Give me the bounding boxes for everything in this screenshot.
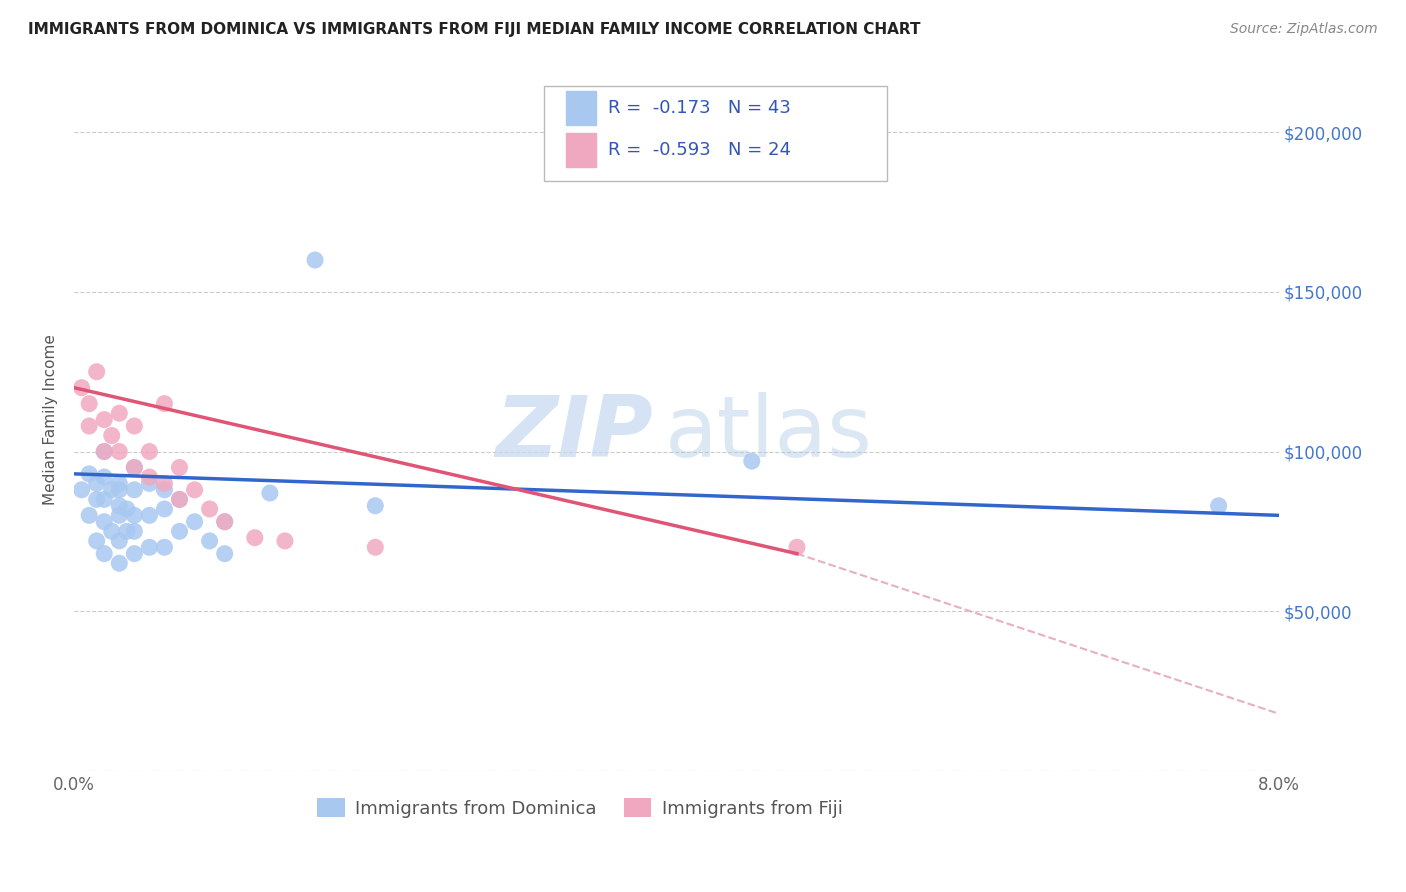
Text: R =  -0.593   N = 24: R = -0.593 N = 24	[607, 141, 790, 159]
Point	[108, 476, 131, 491]
Point	[108, 533, 131, 548]
Point	[304, 253, 326, 268]
Legend: Immigrants from Dominica, Immigrants from Fiji: Immigrants from Dominica, Immigrants fro…	[311, 791, 851, 825]
Point	[115, 502, 138, 516]
Point	[124, 460, 146, 475]
Point	[138, 541, 160, 555]
Point	[138, 470, 160, 484]
Y-axis label: Median Family Income: Median Family Income	[44, 334, 58, 505]
Text: Source: ZipAtlas.com: Source: ZipAtlas.com	[1230, 22, 1378, 37]
Point	[153, 476, 176, 491]
Point	[243, 531, 266, 545]
Point	[198, 502, 221, 516]
Point	[274, 533, 297, 548]
Point	[77, 419, 100, 434]
Point	[108, 483, 131, 497]
Point	[70, 483, 93, 497]
Point	[115, 524, 138, 539]
Point	[138, 476, 160, 491]
Point	[183, 483, 205, 497]
Point	[77, 467, 100, 481]
Point	[169, 524, 191, 539]
Point	[77, 508, 100, 523]
Bar	[565, 133, 596, 167]
Point	[93, 492, 115, 507]
Point	[100, 428, 122, 442]
Text: ZIP: ZIP	[495, 392, 652, 475]
Point	[169, 492, 191, 507]
Point	[86, 533, 108, 548]
Point	[86, 365, 108, 379]
Point	[70, 381, 93, 395]
Point	[183, 515, 205, 529]
Point	[108, 499, 131, 513]
Point	[108, 406, 131, 420]
Point	[153, 397, 176, 411]
Point	[124, 460, 146, 475]
Point	[786, 541, 808, 555]
Point	[214, 547, 236, 561]
Text: IMMIGRANTS FROM DOMINICA VS IMMIGRANTS FROM FIJI MEDIAN FAMILY INCOME CORRELATIO: IMMIGRANTS FROM DOMINICA VS IMMIGRANTS F…	[28, 22, 921, 37]
Point	[138, 508, 160, 523]
Point	[124, 483, 146, 497]
Point	[86, 492, 108, 507]
Point	[169, 492, 191, 507]
FancyBboxPatch shape	[544, 86, 887, 181]
Point	[169, 460, 191, 475]
Point	[93, 515, 115, 529]
Point	[153, 502, 176, 516]
Point	[124, 419, 146, 434]
Point	[138, 444, 160, 458]
Point	[124, 547, 146, 561]
Point	[93, 444, 115, 458]
Point	[100, 483, 122, 497]
Point	[93, 412, 115, 426]
Point	[153, 483, 176, 497]
Point	[93, 470, 115, 484]
Point	[86, 476, 108, 491]
Point	[198, 533, 221, 548]
Point	[108, 556, 131, 570]
Bar	[565, 91, 596, 125]
Point	[93, 444, 115, 458]
Point	[214, 515, 236, 529]
Point	[259, 486, 281, 500]
Point	[93, 547, 115, 561]
Point	[741, 454, 763, 468]
Point	[108, 444, 131, 458]
Point	[214, 515, 236, 529]
Text: R =  -0.173   N = 43: R = -0.173 N = 43	[607, 99, 790, 117]
Point	[77, 397, 100, 411]
Point	[364, 499, 387, 513]
Text: atlas: atlas	[665, 392, 873, 475]
Point	[364, 541, 387, 555]
Point	[124, 508, 146, 523]
Point	[124, 524, 146, 539]
Point	[108, 508, 131, 523]
Point	[1208, 499, 1230, 513]
Point	[100, 524, 122, 539]
Point	[153, 541, 176, 555]
